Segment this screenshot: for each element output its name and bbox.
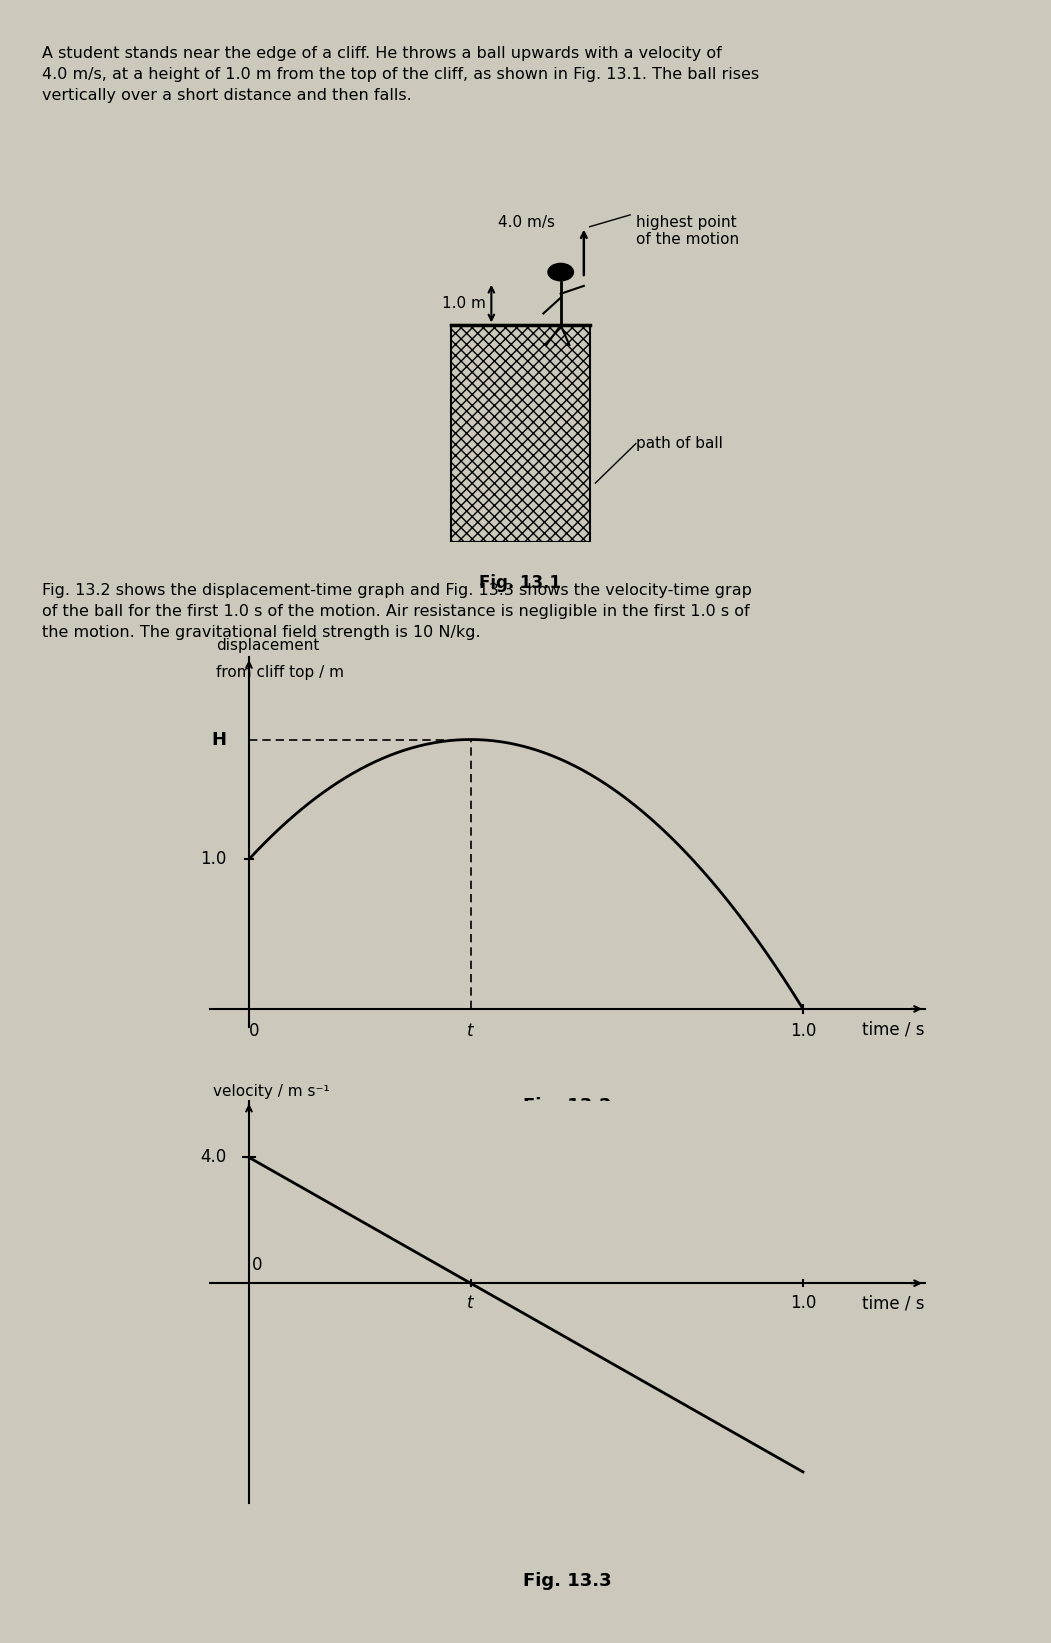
Text: from cliff top / m: from cliff top / m (215, 665, 344, 680)
Text: t: t (468, 1022, 474, 1040)
Text: 0: 0 (249, 1022, 260, 1040)
Text: 1.0: 1.0 (201, 849, 227, 868)
Text: time / s: time / s (863, 1020, 925, 1038)
Text: 1.0: 1.0 (789, 1022, 817, 1040)
Text: t: t (468, 1295, 474, 1313)
Text: 1.0 m: 1.0 m (441, 296, 486, 311)
Text: time / s: time / s (863, 1295, 925, 1313)
Text: velocity / m s⁻¹: velocity / m s⁻¹ (213, 1084, 330, 1099)
Text: H: H (212, 731, 227, 749)
Text: Fig. 13.2: Fig. 13.2 (523, 1098, 612, 1116)
Text: displacement: displacement (215, 637, 320, 652)
Text: Fig. 13.2 shows the displacement-time graph and Fig. 13.3 shows the velocity-tim: Fig. 13.2 shows the displacement-time gr… (42, 583, 751, 641)
Text: 4.0: 4.0 (201, 1148, 227, 1167)
Text: Fig. 13.1: Fig. 13.1 (479, 573, 561, 591)
Text: Fig. 13.3: Fig. 13.3 (523, 1572, 612, 1590)
Text: path of ball: path of ball (636, 435, 723, 452)
Text: 4.0 m/s: 4.0 m/s (498, 215, 555, 230)
Circle shape (548, 263, 574, 281)
Bar (451, 325, 590, 542)
Text: highest point
of the motion: highest point of the motion (636, 215, 739, 248)
Text: 1.0: 1.0 (789, 1295, 817, 1313)
Text: A student stands near the edge of a cliff. He throws a ball upwards with a veloc: A student stands near the edge of a clif… (42, 46, 759, 104)
Text: 0: 0 (252, 1255, 263, 1273)
